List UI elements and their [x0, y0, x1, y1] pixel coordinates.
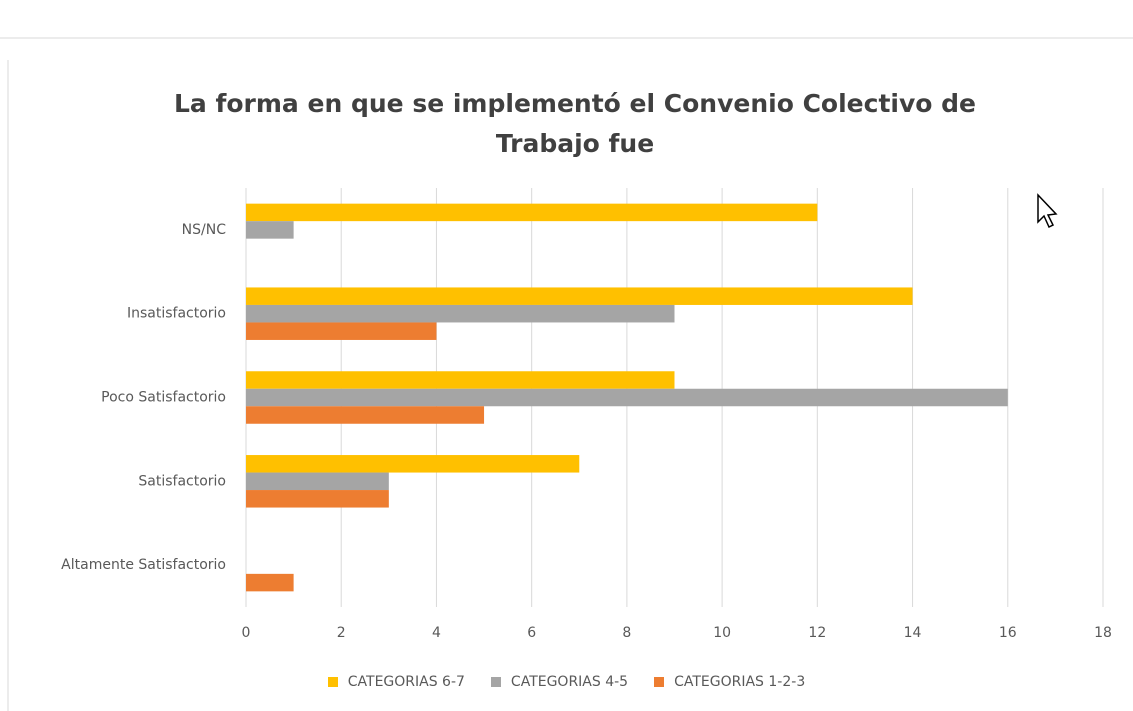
x-tick-label: 10 [713, 625, 731, 641]
bar [246, 221, 294, 239]
y-tick-label: Insatisfactorio [127, 306, 226, 322]
legend: CATEGORIAS 6-7 CATEGORIAS 4-5 CATEGORIAS 1… [0, 674, 1133, 690]
x-tick-label: 4 [432, 625, 441, 641]
bar [246, 287, 913, 305]
y-tick-label: Poco Satisfactorio [101, 390, 226, 406]
y-tick-label: NS/NC [182, 222, 227, 238]
legend-label: CATEGORIAS 1-2-3 [674, 674, 806, 690]
legend-swatch [490, 677, 501, 687]
y-tick-label: Altamente Satisfactorio [61, 557, 226, 573]
x-tick-label: 12 [808, 625, 826, 641]
x-tick-label: 8 [622, 625, 631, 641]
bar [246, 573, 294, 592]
legend-label: CATEGORIAS 6-7 [347, 674, 465, 690]
legend-label: CATEGORIAS 4-5 [510, 674, 629, 690]
bar [246, 371, 675, 389]
bar [246, 388, 1008, 407]
x-tick-label: 6 [527, 625, 536, 641]
bar [246, 472, 389, 491]
legend-swatch [654, 677, 665, 687]
legend-item: CATEGORIAS 6-7 [327, 674, 465, 690]
bar [246, 455, 580, 473]
bar [246, 406, 485, 424]
bar [246, 304, 675, 323]
x-tick-label: 0 [242, 625, 251, 641]
mouse-cursor [1037, 193, 1058, 229]
x-tick-label: 18 [1094, 625, 1112, 641]
bar [246, 203, 818, 222]
y-tick-label: Satisfactorio [138, 473, 226, 489]
legend-swatch [327, 677, 338, 687]
bar [246, 490, 389, 508]
bar [246, 322, 437, 340]
x-tick-label: 14 [904, 625, 922, 641]
x-tick-label: 2 [337, 625, 346, 641]
x-tick-label: 16 [999, 625, 1017, 641]
chart-title: La forma en que se implementó el Conveni… [174, 89, 976, 158]
legend-item: CATEGORIAS 1-2-3 [654, 674, 805, 690]
legend-item: CATEGORIAS 4-5 [490, 674, 629, 690]
